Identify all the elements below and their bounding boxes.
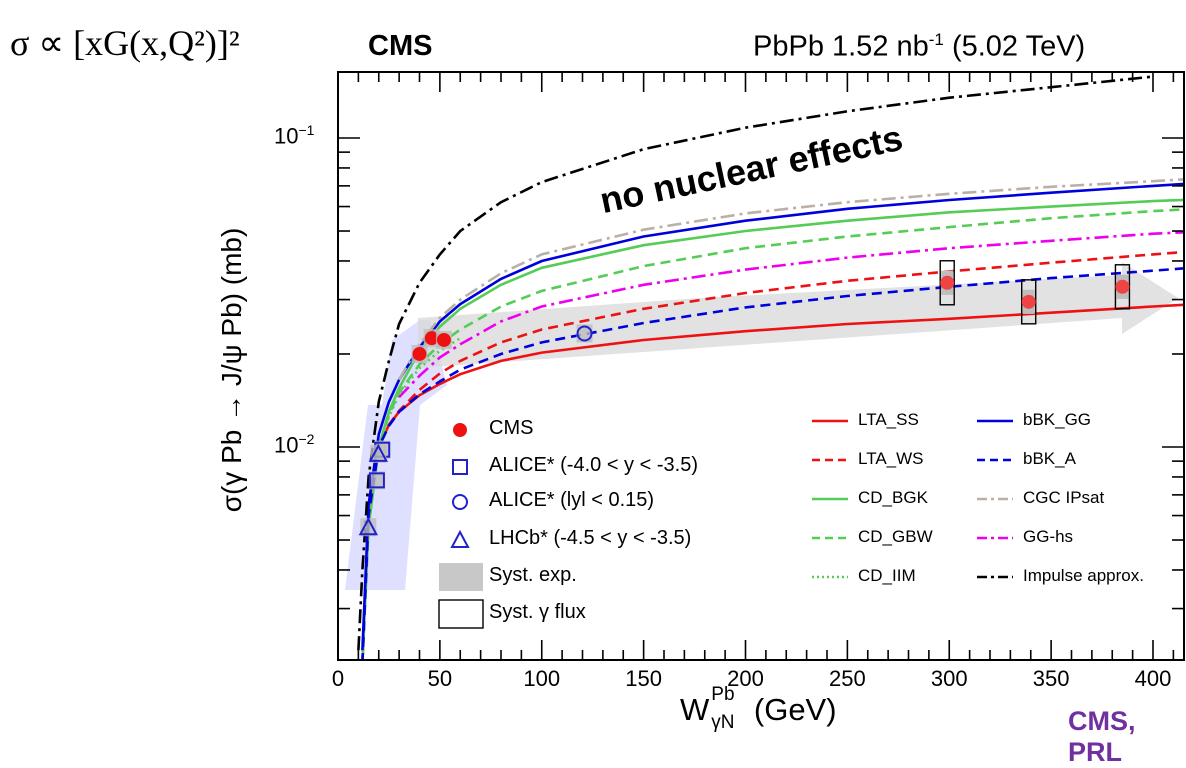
legend-label-lta-ws: LTA_WS: [858, 449, 924, 468]
point-alice-lyl-0-15: [576, 325, 593, 342]
legend-label-lhcb-4-5-y-3-5: LHCb* (-4.5 < y < -3.5): [489, 527, 692, 549]
y-axis-label: σ(γ Pb → J/ψ Pb) (mb): [216, 227, 247, 513]
syst-exp-box: [370, 444, 387, 463]
experiment-label: CMS: [368, 30, 433, 62]
legend-symbol-alice-lyl-0-15: [452, 494, 468, 510]
plot-frame: [337, 71, 1185, 661]
legend-label-bbk-a: bBK_A: [1023, 449, 1076, 468]
y-tick-label: 10−2: [274, 431, 315, 458]
x-tick-label: 300: [930, 666, 968, 691]
curve-impulse-approx: [357, 75, 1154, 651]
formula-label: σ ∝ [xG(x,Q²)]²: [10, 23, 240, 63]
curve-cgc-ipsat: [397, 178, 1184, 381]
legend-symbol-syst-exp: [439, 563, 483, 591]
legend-label-syst-exp: Syst. exp.: [489, 564, 577, 586]
legend-label-cms: CMS: [489, 417, 534, 439]
curve-gg-hs: [398, 231, 1184, 398]
syst-exp-box: [368, 471, 385, 490]
x-tick-label: 250: [829, 666, 866, 691]
point-alice-4-0-y-3-5: [368, 472, 385, 489]
reference-label: CMS, PRL: [1068, 706, 1136, 767]
legend-symbol-alice-4-0-y-3-5: [452, 459, 468, 475]
point-lhcb-4-5-y-3-5: [368, 443, 389, 462]
curve-bbk-gg: [361, 182, 1184, 651]
x-tick-label: 50: [427, 666, 453, 691]
point-cms: [424, 331, 439, 346]
legend-label-syst-flux: Syst. γ flux: [489, 601, 586, 623]
x-tick-label: 150: [625, 666, 662, 691]
luminosity-label: PbPb 1.52 nb-1 (5.02 TeV): [753, 30, 1086, 63]
legend-symbol-syst-flux: [438, 599, 484, 629]
legend-label-cd-bgk: CD_BGK: [858, 488, 928, 507]
x-tick-label: 350: [1032, 666, 1070, 691]
point-cms: [1021, 294, 1036, 309]
curve-cd-bgk: [361, 198, 1184, 660]
legend-label-bbk-gg: bBK_GG: [1023, 410, 1092, 429]
point-cms: [1115, 279, 1130, 294]
legend-label-cgc-ipsat: CGC IPsat: [1023, 488, 1105, 507]
legend-label-cd-gbw: CD_GBW: [858, 527, 933, 546]
legend-label-impulse-approx: Impulse approx.: [1023, 566, 1144, 585]
x-tick-label: 0: [331, 666, 345, 691]
legend-symbol-cms: [453, 423, 467, 437]
legend-label-cd-iim: CD_IIM: [858, 566, 916, 585]
point-cms: [436, 332, 451, 347]
x-tick-label: 400: [1134, 666, 1172, 691]
legend-label-lta-ss: LTA_SS: [858, 410, 919, 429]
x-axis-label: W Pb γN (GeV): [680, 683, 837, 733]
syst-exp-box: [360, 518, 377, 537]
arrow-high-w: [418, 262, 1178, 368]
point-lhcb-4-5-y-3-5: [358, 517, 379, 536]
legend-symbol-lhcb-4-5-y-3-5: [450, 529, 470, 548]
x-tick-label: 200: [727, 666, 764, 691]
point-cms: [940, 275, 955, 290]
y-tick-label: 10−1: [274, 122, 315, 149]
legend-label-alice-4-0-y-3-5: ALICE* (-4.0 < y < -3.5): [489, 454, 698, 476]
x-tick-label: 100: [523, 666, 561, 691]
curve-cd-gbw: [361, 208, 1184, 660]
point-cms: [412, 346, 427, 361]
legend-label-gg-hs: GG-hs: [1023, 527, 1074, 546]
legend-label-alice-lyl-0-15: ALICE* (lyl < 0.15): [489, 489, 655, 511]
chart-canvas: [337, 71, 1185, 661]
curve-bbk-a: [361, 267, 1184, 660]
